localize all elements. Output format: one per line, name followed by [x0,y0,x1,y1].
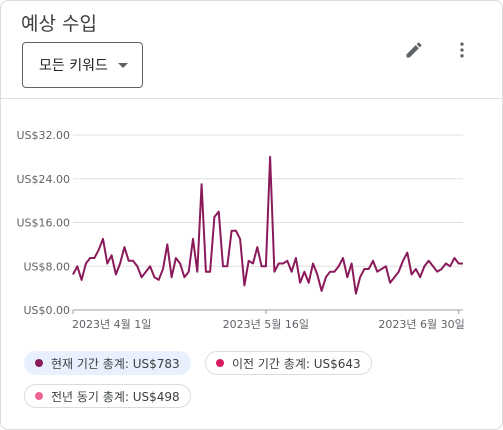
pencil-icon [406,42,422,58]
keyword-filter-dropdown[interactable]: 모든 키워드 [22,42,143,88]
legend-chip-previous[interactable]: 이전 기간 총계: US$643 [205,351,372,375]
legend-dot [35,359,43,367]
card-title: 예상 수입 [21,13,97,35]
y-tick-label: US$0.00 [23,304,70,317]
dropdown-label: 모든 키워드 [39,58,108,74]
series-line [72,155,463,295]
legend-label: 전년 동기 총계: US$498 [51,389,180,404]
more-vert-icon [460,42,464,58]
x-tick-label: 2023년 4월 1일 [72,317,151,331]
divider [1,98,502,99]
edit-button[interactable] [400,36,428,64]
legend-label: 현재 기간 총계: US$783 [51,356,180,371]
legend-chip-last-year[interactable]: 전년 동기 총계: US$498 [24,384,191,408]
more-options-button[interactable] [448,36,476,64]
legend-chip-current[interactable]: 현재 기간 총계: US$783 [24,351,191,375]
legend-dot [35,392,43,400]
y-tick-label: US$8.00 [23,260,70,273]
legend-dot [216,359,224,367]
y-tick-label: US$16.00 [16,217,70,230]
x-tick-label: 2023년 6월 30일 [378,317,464,331]
legend-label: 이전 기간 총계: US$643 [232,356,361,371]
earnings-line-chart: US$0.00 US$8.00 US$16.00 US$24.00 US$32.00 20… [16,129,464,331]
caret-down-icon [117,62,128,68]
y-tick-label: US$24.00 [16,173,70,186]
y-tick-label: US$32.00 [16,129,70,142]
x-tick-label: 2023년 5월 16일 [223,317,309,331]
